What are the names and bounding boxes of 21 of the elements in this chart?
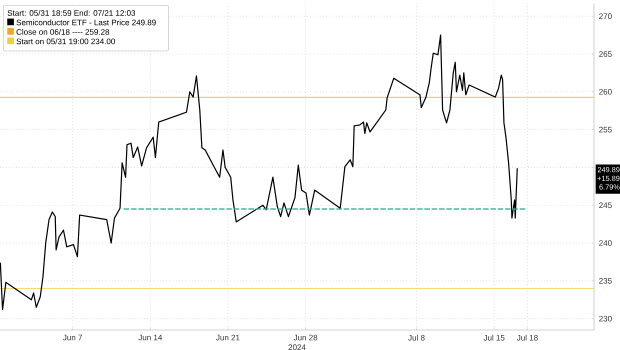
x-tick-label: Jun 28: [294, 334, 318, 340]
legend-label: Semiconductor ETF - Last Price 249.89: [16, 19, 156, 26]
x-tick-label: Jul 8: [408, 334, 425, 341]
x-tick-label: Jun 21: [216, 334, 240, 340]
x-axis-title: 2024: [288, 344, 306, 350]
legend-label: Close on 06/18 ---- 259.28: [16, 28, 110, 35]
y-tick-label: 270: [599, 13, 612, 20]
y-tick-label: 245: [599, 202, 612, 208]
legend-label: Start on 05/31 19:00 234.00: [16, 38, 115, 44]
y-tick-label: 235: [599, 278, 612, 284]
x-tick-label: Jul 15: [484, 334, 505, 341]
legend-title: Start: 05/31 18:59 End: 07/21 12:03: [8, 10, 136, 16]
y-tick-label: 230: [599, 316, 612, 322]
y-tick-label: 265: [599, 51, 612, 57]
y-tick-label: 240: [599, 240, 612, 246]
y-tick-label: 255: [599, 126, 612, 132]
x-tick-label: Jul 18: [516, 334, 538, 341]
x-tick-label: Jun 14: [138, 334, 162, 340]
line-series: [0, 34, 518, 310]
y-tick-label: 260: [599, 88, 612, 95]
x-tick-label: Jun 7: [63, 334, 82, 340]
